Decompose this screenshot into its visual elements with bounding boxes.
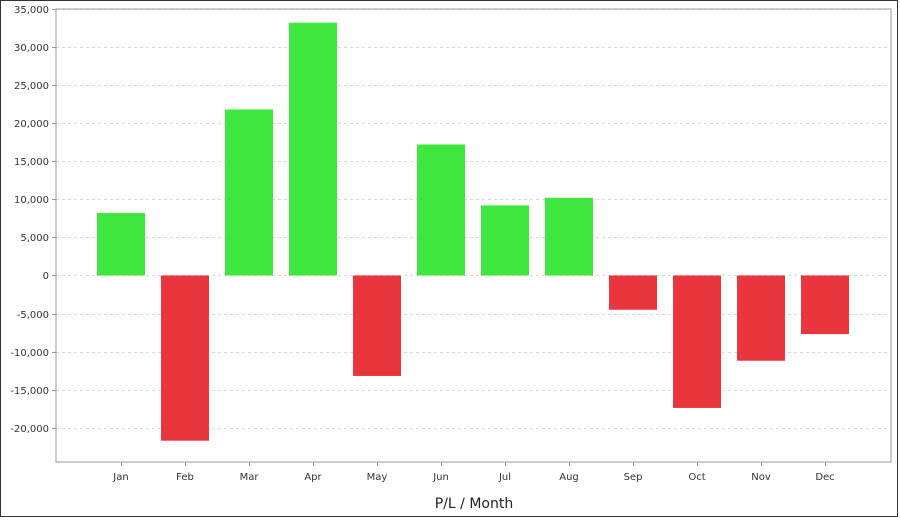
y-tick-label: 30,000 — [14, 43, 49, 54]
plot-border — [55, 8, 892, 463]
x-tick-label-aug: Aug — [559, 472, 579, 483]
x-tick-label-jul: Jul — [498, 472, 511, 483]
x-tick-label-jan: Jan — [112, 472, 128, 483]
bar-oct — [673, 275, 721, 408]
y-tick-label: 25,000 — [14, 81, 49, 92]
bar-nov — [737, 275, 785, 361]
bar-dec — [801, 275, 849, 335]
bar-may — [353, 275, 401, 376]
y-tick-labels: 35,000 30,000 25,000 20,000 15,000 10,000 5,00… — [10, 5, 49, 435]
y-tick-label: 15,000 — [14, 157, 49, 168]
y-tick-label: 20,000 — [14, 119, 49, 130]
y-tick-label: 5,000 — [20, 233, 49, 244]
bar-jun — [417, 144, 465, 276]
x-tick-label-mar: Mar — [240, 472, 260, 483]
y-tick-label: 10,000 — [14, 195, 49, 206]
bar-feb — [161, 275, 209, 441]
y-tick-label: -20,000 — [10, 424, 49, 435]
y-tick-label: -10,000 — [10, 348, 49, 359]
x-tick-label-sep: Sep — [624, 472, 643, 483]
x-tick-label-may: May — [367, 472, 388, 483]
x-axis-title: P/L / Month — [435, 496, 513, 512]
y-tick-label: -15,000 — [10, 386, 49, 397]
bar-jul — [481, 205, 529, 276]
x-tick-labels: Jan Feb Mar Apr May Jun Jul Aug Sep Oct Nov Dec — [112, 472, 834, 483]
bar-jan — [97, 213, 145, 276]
y-tick-label: -5,000 — [17, 310, 49, 321]
x-tick-label-oct: Oct — [688, 472, 705, 483]
bar-aug — [545, 197, 593, 276]
bar-apr — [289, 22, 337, 276]
x-tick-label-nov: Nov — [751, 472, 771, 483]
x-tick-label-jun: Jun — [432, 472, 449, 483]
bars — [97, 22, 849, 441]
x-tick-label-apr: Apr — [304, 472, 322, 483]
x-tick-label-dec: Dec — [815, 472, 834, 483]
bar-sep — [609, 275, 657, 310]
x-tick-label-feb: Feb — [176, 472, 194, 483]
y-tick-label: 35,000 — [14, 5, 49, 16]
bar-mar — [225, 109, 273, 276]
y-tick-label: 0 — [43, 271, 49, 282]
axes — [52, 8, 892, 466]
